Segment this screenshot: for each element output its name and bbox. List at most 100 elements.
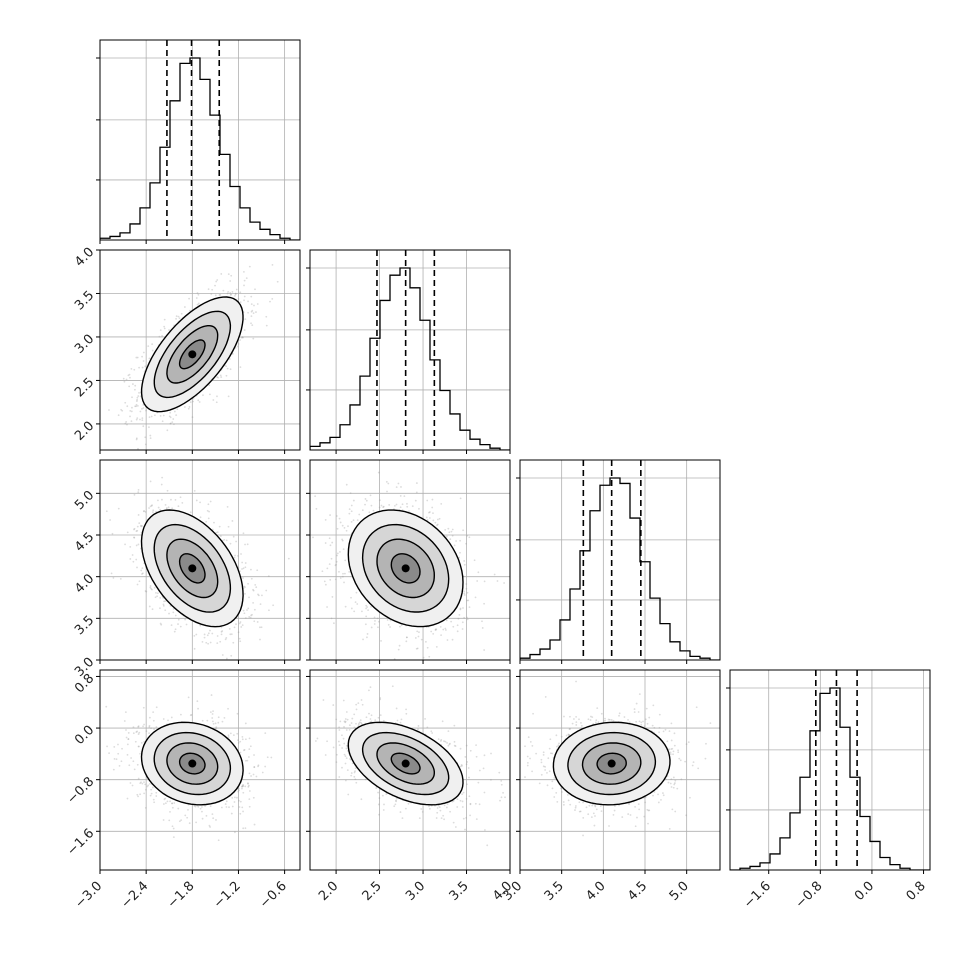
- scatter-point: [228, 627, 231, 630]
- scatter-point: [237, 790, 240, 793]
- scatter-point: [216, 642, 219, 644]
- scatter-point: [455, 681, 457, 683]
- scatter-point: [240, 626, 243, 628]
- scatter-point: [356, 519, 359, 522]
- scatter-point: [135, 558, 138, 561]
- scatter-point: [415, 491, 418, 494]
- scatter-point: [312, 536, 314, 539]
- scatter-point: [136, 583, 139, 586]
- scatter-point: [209, 641, 212, 644]
- scatter-point: [426, 519, 429, 521]
- scatter-point: [466, 534, 469, 537]
- scatter-point: [329, 514, 331, 516]
- scatter-point: [257, 765, 259, 768]
- scatter-point: [207, 632, 210, 635]
- scatter-point: [365, 604, 368, 607]
- scatter-point: [242, 609, 245, 612]
- scatter-point: [442, 628, 445, 631]
- scatter-point: [449, 538, 452, 541]
- scatter-point: [145, 730, 148, 733]
- scatter-point: [152, 509, 155, 512]
- scatter-point: [151, 343, 154, 346]
- scatter-point: [248, 756, 250, 758]
- scatter-point: [173, 410, 176, 413]
- scatter-point: [187, 809, 189, 811]
- scatter-point: [126, 405, 129, 408]
- scatter-point: [255, 311, 257, 313]
- scatter-point: [341, 538, 344, 541]
- scatter-point: [358, 513, 361, 516]
- scatter-point: [151, 349, 154, 352]
- scatter-point: [154, 596, 157, 599]
- scatter-point: [153, 414, 156, 417]
- scatter-point: [136, 525, 139, 528]
- scatter-point: [148, 357, 151, 360]
- scatter-point: [171, 421, 174, 424]
- scatter-point: [180, 713, 182, 716]
- scatter-point: [166, 429, 169, 432]
- scatter-point: [227, 525, 230, 528]
- scatter-point: [458, 613, 461, 616]
- scatter-point: [229, 542, 232, 545]
- scatter-point: [447, 527, 450, 530]
- scatter-point: [148, 605, 151, 608]
- scatter-point: [113, 757, 116, 760]
- histogram-panel-0: [96, 39, 301, 244]
- scatter-point: [349, 492, 352, 495]
- scatter-point: [473, 559, 476, 562]
- scatter-point: [350, 510, 353, 513]
- scatter-point: [366, 633, 369, 635]
- scatter-point: [215, 819, 217, 821]
- scatter-point: [436, 523, 439, 526]
- scatter-point: [444, 528, 447, 531]
- scatter-point: [468, 606, 471, 609]
- scatter-point: [133, 536, 136, 539]
- scatter-point: [324, 518, 327, 521]
- scatter-point: [458, 556, 460, 559]
- scatter-point: [164, 802, 167, 805]
- scatter-point: [157, 499, 159, 502]
- scatter-point: [251, 324, 254, 327]
- scatter-point: [361, 610, 363, 613]
- scatter-point: [416, 630, 419, 633]
- scatter-point: [212, 722, 215, 725]
- scatter-point: [466, 616, 468, 619]
- scatter-point: [324, 583, 327, 586]
- scatter-point: [169, 411, 172, 414]
- scatter-point: [356, 603, 359, 605]
- scatter-point: [244, 562, 247, 564]
- scatter-point: [403, 495, 406, 497]
- scatter-point: [247, 784, 250, 787]
- density-peak: [188, 350, 197, 359]
- scatter-point: [237, 343, 240, 345]
- scatter-point: [329, 544, 332, 547]
- scatter-point: [245, 277, 248, 280]
- scatter-point: [148, 426, 150, 429]
- density-peak: [401, 564, 410, 573]
- scatter-point: [365, 615, 368, 618]
- scatter-point: [378, 620, 380, 623]
- scatter-point: [208, 384, 211, 387]
- scatter-point: [334, 578, 337, 581]
- scatter-point: [188, 822, 191, 825]
- scatter-point: [135, 438, 138, 441]
- scatter-point: [144, 511, 147, 513]
- scatter-point: [171, 507, 174, 510]
- scatter-point: [220, 630, 223, 633]
- scatter-point: [246, 609, 248, 611]
- scatter-point: [207, 517, 210, 520]
- scatter-point: [428, 511, 431, 513]
- scatter-point: [244, 738, 247, 741]
- scatter-point: [133, 536, 135, 539]
- scatter-point: [226, 292, 229, 295]
- scatter-point: [230, 293, 233, 296]
- scatter-point: [476, 580, 479, 582]
- scatter-point: [229, 368, 232, 371]
- scatter-point: [208, 824, 211, 827]
- scatter-point: [430, 630, 433, 633]
- scatter-point: [448, 531, 451, 534]
- scatter-point: [401, 503, 404, 506]
- scatter-point: [134, 384, 137, 387]
- scatter-point: [399, 506, 402, 509]
- scatter-point: [336, 552, 339, 555]
